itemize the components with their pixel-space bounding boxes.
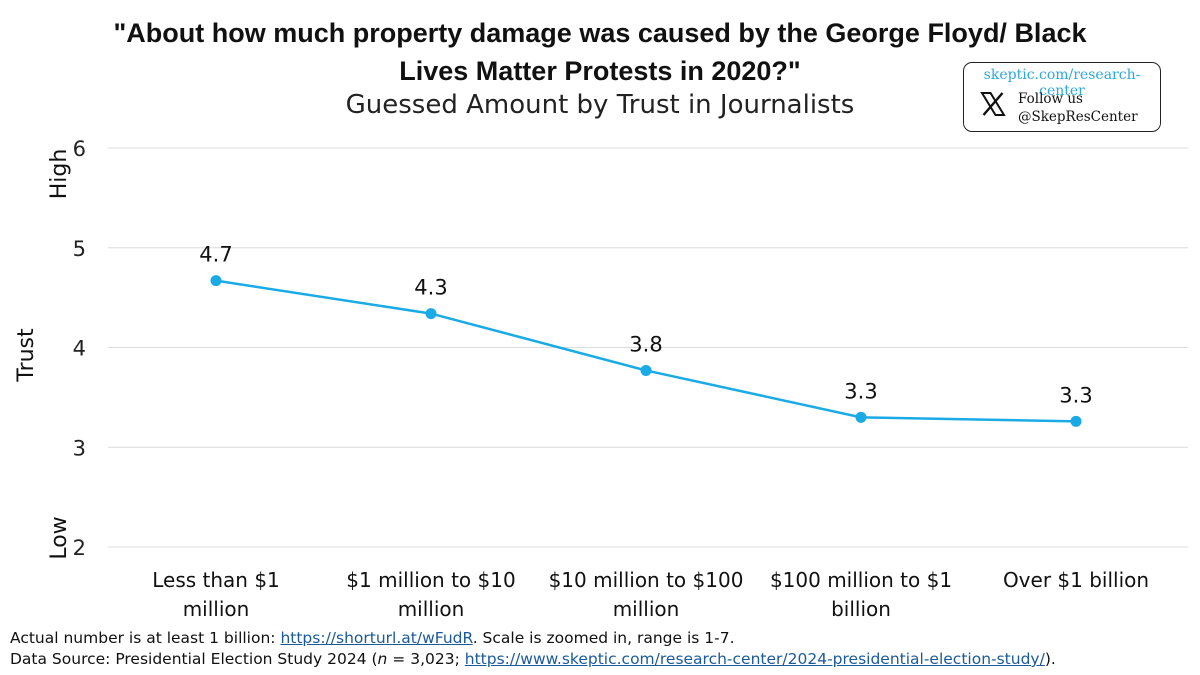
data-label: 3.3 [1059,383,1092,407]
y-axis-high-label: High [47,149,72,200]
gridlines [108,147,1188,548]
data-label: 4.7 [199,243,232,267]
y-tick-label: 4 [73,337,86,361]
footnote-text: ). [1044,650,1056,668]
social-badge[interactable]: skeptic.com/research-center Follow us @S… [963,62,1161,132]
data-points [210,275,1082,427]
social-handle[interactable]: @SkepResCenter [1018,109,1138,125]
footnote-text: . Scale is zoomed in, range is 1-7. [472,629,735,647]
data-point [640,364,652,376]
data-point [210,275,222,287]
shorturl-link[interactable]: https://shorturl.at/wFudR [280,629,473,647]
x-category-label: $100 million to $1 billion [770,568,952,621]
y-tick-label: 5 [73,237,86,261]
study-link[interactable]: https://www.skeptic.com/research-center/… [464,650,1045,668]
data-point [1070,415,1082,427]
data-label: 3.8 [629,332,662,356]
follow-us-text: Follow us [1018,91,1083,107]
x-category-label: $10 million to $100 million [549,568,744,621]
y-tick-labels: 2 3 4 5 6 [73,137,86,560]
x-category-labels: Less than $1 million $1 million to $10 mill… [152,568,1149,621]
y-tick-label: 2 [73,536,86,560]
footnote: Actual number is at least 1 billion: htt… [10,628,1056,670]
footnote-text: Data Source: Presidential Election Study… [10,650,378,668]
y-tick-label: 3 [73,436,86,460]
y-axis-low-label: Low [47,516,72,559]
x-category-label: Over $1 billion [1003,568,1149,592]
data-point [425,308,437,320]
x-category-label: $1 million to $10 million [346,568,515,621]
chart-subtitle: Guessed Amount by Trust in Journalists [345,90,855,120]
y-tick-label: 6 [73,137,86,161]
chart-title: "About how much property damage was caus… [113,18,1087,86]
y-axis-label: Trust [14,328,39,383]
data-point [855,411,867,423]
data-label: 4.3 [414,276,447,300]
footnote-text: Actual number is at least 1 billion: [10,629,281,647]
footnote-n: n [377,650,388,668]
research-center-link[interactable]: skeptic.com/research-center [983,67,1141,99]
x-logo-icon [980,92,1006,116]
data-labels: 4.7 4.3 3.8 3.3 3.3 [199,243,1092,408]
footnote-line-2: Data Source: Presidential Election Study… [10,649,1056,670]
footnote-line-1: Actual number is at least 1 billion: htt… [10,628,1056,649]
data-label: 3.3 [844,379,877,403]
x-category-label: Less than $1 million [152,568,280,621]
footnote-text: = 3,023; [387,650,465,668]
